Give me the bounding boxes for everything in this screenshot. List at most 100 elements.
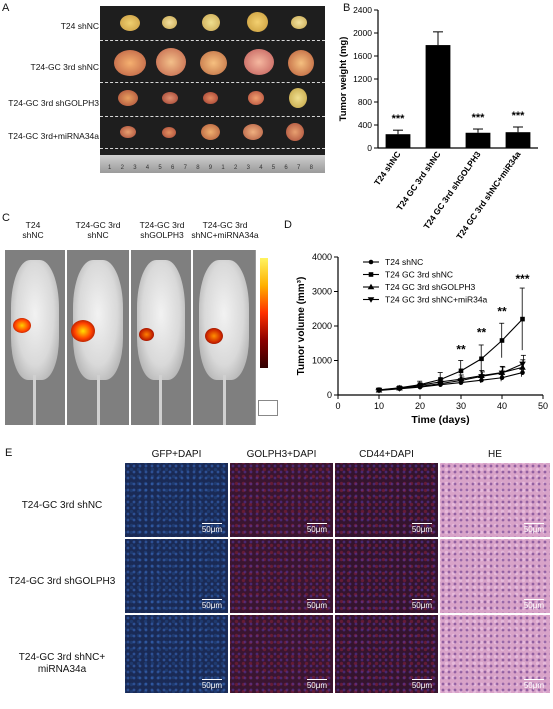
- panelE-column-header: GOLPH3+DAPI: [246, 449, 317, 460]
- bar: [465, 132, 491, 148]
- bar: [425, 45, 451, 149]
- column-label-line2: shGOLPH3: [140, 230, 184, 240]
- tumor: [289, 88, 307, 108]
- ruler-number: 3: [133, 165, 137, 171]
- microscopy-image: 50μm: [440, 615, 550, 693]
- y-tick-label: 1600: [353, 51, 372, 61]
- ruler-number: 5: [158, 165, 162, 171]
- tumor: [118, 90, 138, 106]
- y-axis-title: Tumor weight (mg): [338, 37, 349, 122]
- ruler-number: 7: [297, 165, 301, 171]
- scale-bar-label: 50μm: [201, 679, 223, 690]
- panelC-column-label: T24-GC 3rd shNC: [66, 220, 130, 240]
- y-tick-label: 2400: [353, 5, 372, 15]
- panelA-row-label: T24-GC 3rd shGOLPH3: [8, 98, 99, 108]
- scale-bar-label: 50μm: [201, 599, 223, 610]
- bar: [505, 132, 531, 148]
- panelE-column-header: HE: [488, 449, 502, 460]
- tumor: [162, 92, 178, 104]
- panel-label-d: D: [284, 219, 292, 231]
- tumor: [288, 50, 314, 76]
- ruler-number: 1: [221, 165, 225, 171]
- x-tick-label: 40: [497, 401, 507, 411]
- scale-bar-label: 50μm: [411, 679, 433, 690]
- ivis-image-panel: [193, 250, 255, 425]
- panelE-row-label: T24-GC 3rd shGOLPH3: [0, 576, 124, 588]
- significance-label: **: [497, 305, 507, 319]
- tumor: [120, 15, 140, 31]
- tumor: [286, 123, 304, 141]
- data-point: [499, 338, 505, 343]
- y-tick-label: 1000: [312, 356, 332, 366]
- data-point: [368, 259, 374, 265]
- y-tick-label: 400: [358, 120, 372, 130]
- panelC-column-label: T24-GC 3rd shGOLPH3: [130, 220, 194, 240]
- scale-bar-label: 50μm: [523, 679, 545, 690]
- ivis-image-panel: [67, 250, 129, 425]
- significance-label: **: [456, 343, 466, 357]
- scale-bar-label: 50μm: [523, 599, 545, 610]
- ruler-number: 2: [234, 165, 238, 171]
- tail: [97, 375, 100, 425]
- column-label-line1: T24-GC 3rd: [75, 220, 121, 230]
- ivis-colorscale: [255, 250, 278, 425]
- divider: [100, 82, 325, 83]
- data-point: [458, 368, 464, 374]
- tumor: [248, 91, 264, 105]
- microscopy-image: 50μm: [335, 615, 438, 693]
- scale-bar-label: 50μm: [523, 523, 545, 534]
- tumor-volume-line-chart: 0 1000 2000 3000 4000 0 10 20 30 40 50 Time (days) T…: [296, 252, 548, 426]
- ruler-number: 4: [259, 165, 263, 171]
- row-label-line: miRNA34a: [37, 664, 87, 675]
- significance-label: ***: [512, 110, 526, 122]
- ruler-number: 8: [196, 165, 200, 171]
- significance-label: ***: [392, 113, 406, 125]
- data-point: [478, 374, 485, 380]
- scale-bar-label: 50μm: [306, 599, 328, 610]
- panelE-column-header: GFP+DAPI: [151, 449, 202, 460]
- y-tick-label: 1200: [353, 74, 372, 84]
- legend-label: T24 GC 3rd shNC+miR34a: [385, 295, 488, 305]
- ruler-number: 5: [271, 165, 276, 171]
- row-label-line: T24-GC 3rd shGOLPH3: [8, 576, 116, 587]
- tail: [33, 375, 36, 425]
- scale-bar-label: 50μm: [306, 523, 328, 534]
- row-label-line: T24-GC 3rd shNC+: [18, 652, 106, 663]
- microscopy-image: 50μm: [230, 539, 333, 613]
- tumor: [202, 14, 220, 31]
- microscopy-image: 50μm: [230, 463, 333, 537]
- color-scale-bar: [260, 258, 268, 368]
- column-label-line2: shNC: [87, 230, 109, 240]
- bioluminescence-signal: [13, 318, 31, 333]
- panel-label-c: C: [2, 212, 10, 224]
- microscopy-image: 50μm: [335, 539, 438, 613]
- microscopy-image: 50μm: [440, 463, 550, 537]
- scale-bar-label: 50μm: [306, 679, 328, 690]
- column-label-line1: T24-GC 3rd: [139, 220, 185, 230]
- y-tick-label: 4000: [312, 252, 332, 262]
- significance-label: ***: [472, 112, 486, 124]
- tumor: [244, 49, 274, 75]
- tumor: [156, 48, 186, 76]
- ruler-number: 7: [183, 165, 187, 171]
- scale-bar-label: 50μm: [201, 523, 223, 534]
- data-point: [416, 384, 424, 390]
- panel-label-a: A: [2, 2, 10, 14]
- ivis-image-panel: [131, 250, 191, 425]
- column-label-line2: shNC: [22, 230, 44, 240]
- tumor: [247, 12, 268, 32]
- series-line: [378, 363, 523, 391]
- microscopy-image: 50μm: [125, 615, 228, 693]
- microscopy-image: 50μm: [440, 539, 550, 613]
- x-tick-label: T24 GC 3rd shNC: [394, 149, 442, 212]
- panelA-row-label: T24-GC 3rd+miRNA34a: [8, 131, 99, 141]
- tumor: [201, 124, 220, 140]
- ivis-image-panel: [5, 250, 65, 425]
- scale-bar-label: 50μm: [411, 523, 433, 534]
- tumor-photo: 1 2 3 4 5 6 7 8 9 1 2 3 4 5 6 7 8: [100, 6, 325, 173]
- tumor: [162, 127, 176, 138]
- panelE-row-label: T24-GC 3rd shNC+ miRNA34a: [0, 652, 124, 676]
- column-label-line2: shNC+miRNA34a: [191, 230, 259, 240]
- panel-label-b: B: [343, 2, 351, 14]
- microscopy-image: 50μm: [125, 463, 228, 537]
